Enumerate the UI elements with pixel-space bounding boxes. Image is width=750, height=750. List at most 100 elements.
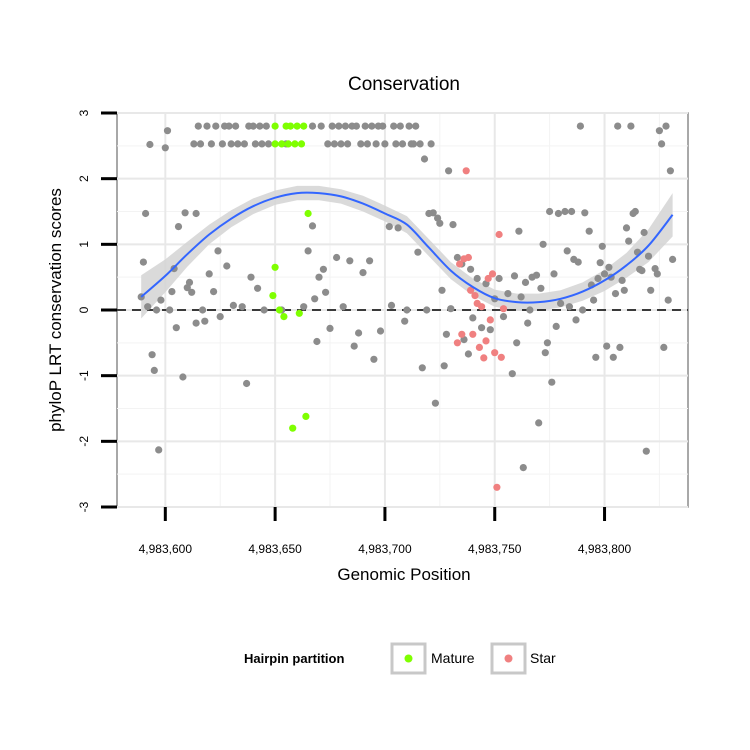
point-other-144 <box>517 293 525 301</box>
point-other-13 <box>168 288 176 296</box>
point-other-163 <box>563 247 571 255</box>
y-tick-label-2: -1 <box>77 370 91 381</box>
point-star-10 <box>475 343 483 351</box>
point-other-32 <box>210 288 218 296</box>
smooth-trend-line <box>140 191 674 304</box>
point-other-184 <box>611 290 620 298</box>
point-other-31 <box>207 140 215 148</box>
point-other-139 <box>504 290 512 298</box>
legend-label-star: Star <box>530 650 556 666</box>
point-other-76 <box>339 303 347 311</box>
point-other-56 <box>264 140 273 148</box>
point-other-46 <box>243 379 251 388</box>
point-other-202 <box>653 270 661 278</box>
point-other-120 <box>438 286 446 294</box>
point-other-138 <box>499 313 508 321</box>
data-points <box>137 122 677 491</box>
point-other-61 <box>308 222 317 230</box>
point-other-113 <box>423 306 431 314</box>
point-other-131 <box>469 314 477 322</box>
point-other-150 <box>532 271 541 279</box>
point-other-90 <box>370 355 378 363</box>
point-star-5 <box>464 253 472 262</box>
point-other-108 <box>412 122 420 130</box>
point-star-7 <box>469 330 477 338</box>
point-other-20 <box>185 278 194 286</box>
point-other-39 <box>225 122 233 130</box>
point-other-109 <box>414 248 422 256</box>
point-other-190 <box>625 237 633 245</box>
point-other-66 <box>317 122 325 130</box>
point-other-198 <box>642 447 650 455</box>
point-other-174 <box>590 296 598 304</box>
y-axis-label: phyloP LRT conservation scores <box>46 188 65 432</box>
point-other-38 <box>223 262 231 270</box>
point-mature-2 <box>271 122 279 130</box>
point-other-15 <box>172 324 180 332</box>
point-other-87 <box>363 140 371 148</box>
point-other-59 <box>300 303 308 311</box>
y-tick-label-6: 3 <box>77 109 91 116</box>
point-mature-1 <box>271 263 279 271</box>
point-mature-8 <box>284 140 292 148</box>
legend: Hairpin partition Mature Star <box>244 642 556 675</box>
legend-marker-mature <box>404 654 413 663</box>
point-other-24 <box>192 319 200 327</box>
point-other-78 <box>344 140 352 148</box>
point-mature-5 <box>278 140 286 148</box>
point-other-51 <box>254 284 262 292</box>
point-other-206 <box>662 122 670 130</box>
point-other-74 <box>335 122 343 130</box>
point-other-42 <box>232 122 240 130</box>
point-other-112 <box>420 155 429 163</box>
point-star-13 <box>482 337 490 345</box>
point-other-155 <box>543 339 552 347</box>
point-other-79 <box>346 257 354 265</box>
chart-title: Conservation <box>348 74 460 95</box>
point-other-137 <box>495 274 503 283</box>
point-other-96 <box>385 223 393 231</box>
point-other-169 <box>576 122 585 130</box>
point-other-53 <box>258 140 266 148</box>
point-other-12 <box>166 306 174 314</box>
legend-title: Hairpin partition <box>244 651 344 666</box>
point-other-48 <box>247 273 255 281</box>
point-other-162 <box>561 207 569 216</box>
point-other-191 <box>627 122 635 130</box>
point-other-73 <box>333 253 341 262</box>
point-other-117 <box>431 399 439 407</box>
legend-marker-star <box>504 654 513 663</box>
point-other-199 <box>644 252 653 260</box>
y-tick-label-5: 2 <box>77 175 91 182</box>
point-other-25 <box>194 122 202 130</box>
point-other-101 <box>396 122 404 130</box>
point-other-171 <box>581 209 589 217</box>
point-other-49 <box>249 122 257 130</box>
legend-item-mature: Mature <box>390 642 475 675</box>
point-other-29 <box>203 122 211 130</box>
point-other-183 <box>609 353 617 361</box>
point-other-179 <box>600 270 609 278</box>
point-other-181 <box>605 263 613 271</box>
point-other-16 <box>174 223 183 231</box>
point-other-4 <box>146 140 154 149</box>
x-tick-label-2: 4,983,700 <box>358 542 412 556</box>
point-other-43 <box>234 140 242 148</box>
point-mature-14 <box>297 140 306 148</box>
point-other-69 <box>324 140 332 148</box>
point-other-8 <box>155 446 163 454</box>
point-mature-17 <box>304 209 312 218</box>
point-other-122 <box>442 330 450 338</box>
point-other-172 <box>585 227 593 235</box>
point-other-200 <box>647 286 655 294</box>
point-other-28 <box>201 317 209 325</box>
point-other-160 <box>554 209 563 218</box>
point-other-94 <box>379 122 387 130</box>
point-mature-16 <box>302 412 310 420</box>
point-other-187 <box>618 276 626 284</box>
point-other-10 <box>161 144 169 152</box>
point-other-54 <box>260 306 268 314</box>
point-other-203 <box>655 127 664 135</box>
point-other-34 <box>214 247 222 255</box>
point-mature-13 <box>295 309 303 317</box>
